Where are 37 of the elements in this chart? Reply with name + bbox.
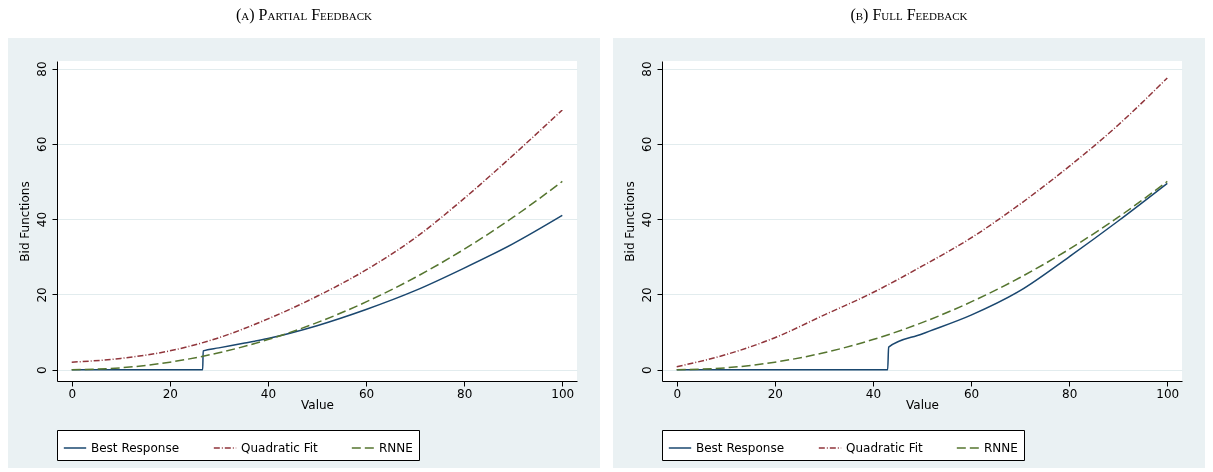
x-tick-label: 100 xyxy=(1156,386,1180,401)
x-axis-title: Value xyxy=(301,397,334,412)
line-series xyxy=(70,109,564,363)
x-tick-label: 80 xyxy=(1062,386,1078,401)
y-tick-label: 40 xyxy=(34,211,49,228)
y-tick-label: 80 xyxy=(34,61,49,77)
y-axis-title: Bid Functions xyxy=(17,181,32,262)
x-tick-label: 20 xyxy=(162,386,178,401)
x-axis-title: Value xyxy=(906,397,939,412)
x-tick-label: 0 xyxy=(673,386,682,401)
y-tick-label: 80 xyxy=(639,61,654,77)
x-tick-label: 60 xyxy=(358,386,375,401)
legend-label: Quadratic Fit xyxy=(241,441,319,455)
y-tick-label: 20 xyxy=(639,287,654,303)
x-tick-label: 40 xyxy=(260,386,277,401)
x-tick-label: 80 xyxy=(457,386,473,401)
x-tick-label: 40 xyxy=(865,386,882,401)
x-tick-label: 0 xyxy=(68,386,77,401)
x-tick-label: 100 xyxy=(551,386,575,401)
line-series xyxy=(675,77,1169,368)
y-axis-title: Bid Functions xyxy=(622,181,637,262)
y-tick-label: 60 xyxy=(639,136,654,152)
legend-label: Best Response xyxy=(91,441,180,455)
y-tick-label: 0 xyxy=(34,366,49,375)
y-tick-label: 40 xyxy=(639,211,654,228)
legend-label: Best Response xyxy=(696,441,785,455)
x-tick-label: 20 xyxy=(767,386,783,401)
line-series xyxy=(70,180,564,371)
chart-title: (b) Full Feedback xyxy=(849,5,969,26)
y-tick-label: 0 xyxy=(639,366,654,375)
legend-label: RNNE xyxy=(379,441,413,455)
y-tick-label: 20 xyxy=(34,287,49,303)
legend-label: Quadratic Fit xyxy=(846,441,924,455)
y-tick-label: 60 xyxy=(34,136,49,152)
legend-label: RNNE xyxy=(984,441,1018,455)
chart-title: (a) Partial Feedback xyxy=(235,5,373,26)
x-tick-label: 60 xyxy=(963,386,980,401)
